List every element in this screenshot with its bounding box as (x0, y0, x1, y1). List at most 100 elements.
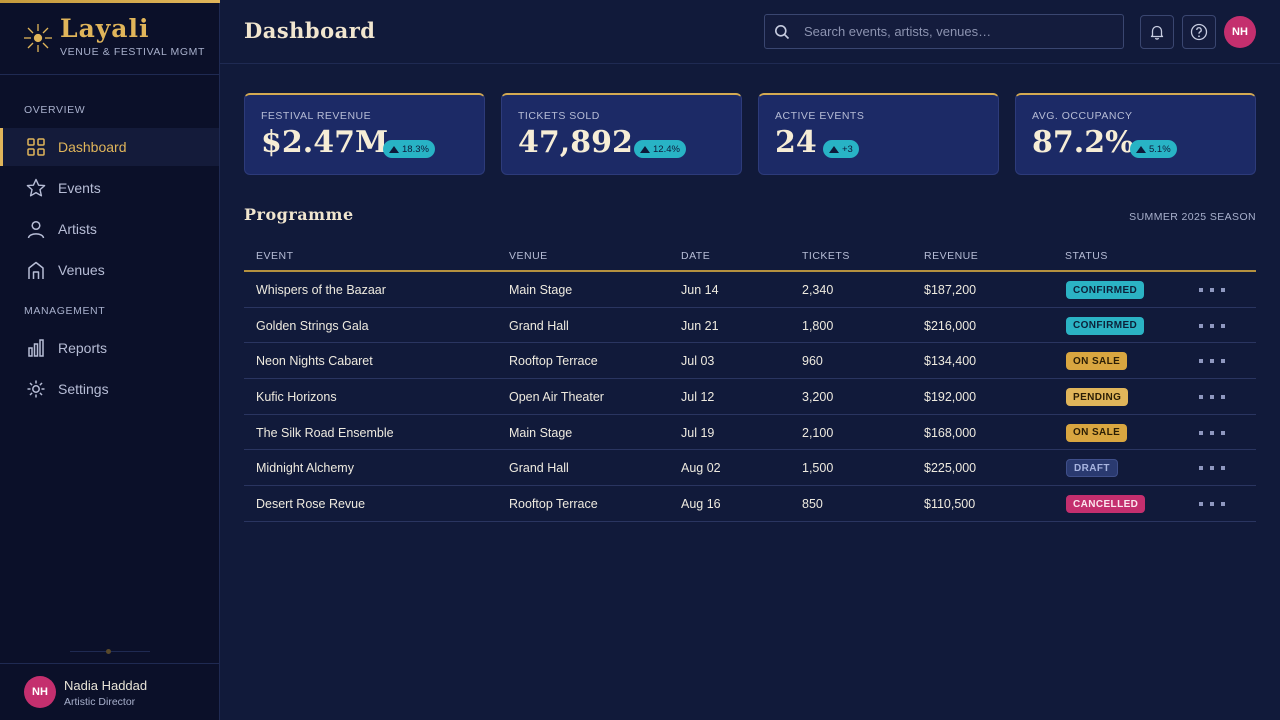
dot-icon (1210, 395, 1214, 400)
sidebar-item-label: Dashboard (58, 139, 127, 155)
kpi-change-badge: +3 (823, 140, 859, 158)
page-title: Dashboard (244, 18, 376, 43)
dot-icon (1199, 359, 1203, 364)
more-actions-button[interactable] (1199, 391, 1225, 403)
search-input[interactable] (804, 24, 1104, 39)
gear-icon (27, 380, 45, 398)
cell-event[interactable]: Kufic Horizons (256, 390, 337, 405)
dot-icon (1210, 359, 1214, 364)
kpi-value: 87.2% (1032, 125, 1134, 160)
header-avatar[interactable]: NH (1224, 16, 1256, 48)
kpi-card-occupancy: AVG. OCCUPANCY 87.2% 5.1% (1015, 93, 1256, 175)
dot-icon (1210, 466, 1214, 471)
sidebar-item-reports[interactable]: Reports (0, 329, 219, 367)
dot-icon (1221, 395, 1225, 400)
more-actions-button[interactable] (1199, 284, 1225, 296)
table-row[interactable]: Whispers of the Bazaar Main Stage Jun 14… (244, 272, 1256, 308)
sidebar-item-label: Events (58, 180, 101, 196)
kpi-value: $2.47M (261, 125, 389, 160)
kpi-label: ACTIVE EVENTS (775, 110, 865, 122)
cell-venue: Grand Hall (509, 318, 569, 333)
sidebar-item-settings[interactable]: Settings (0, 370, 219, 408)
column-header-revenue[interactable]: REVENUE (924, 250, 979, 262)
cell-date: Jul 03 (681, 354, 715, 369)
sidebar-item-events[interactable]: Events (0, 169, 219, 207)
cell-tickets: 2,340 (802, 283, 834, 297)
sidebar-item-artists[interactable]: Artists (0, 210, 219, 248)
dot-icon (1210, 430, 1214, 435)
grid-icon (27, 138, 45, 156)
cell-tickets: 960 (802, 354, 823, 369)
cell-event[interactable]: Whispers of the Bazaar (256, 283, 386, 297)
cell-revenue: $216,000 (924, 318, 977, 333)
sidebar-user[interactable]: NH Nadia Haddad Artistic Director (0, 663, 219, 720)
cell-revenue: $168,000 (924, 425, 977, 440)
more-actions-button[interactable] (1199, 320, 1225, 332)
kpi-card-events: ACTIVE EVENTS 24 +3 (758, 93, 999, 175)
table-row[interactable]: Neon Nights Cabaret Rooftop Terrace Jul … (244, 343, 1256, 380)
triangle-up-icon (640, 145, 650, 153)
avatar[interactable]: NH (24, 676, 56, 708)
cell-date: Aug 02 (681, 461, 721, 476)
dot-icon (1199, 288, 1203, 292)
column-header-venue[interactable]: VENUE (509, 250, 548, 262)
top-header: Dashboard NH (220, 0, 1280, 64)
more-actions-button[interactable] (1199, 498, 1225, 510)
dot-icon (1199, 502, 1203, 507)
bar-chart-icon (28, 339, 44, 357)
cell-venue: Rooftop Terrace (509, 497, 598, 512)
dot-icon (1199, 430, 1203, 435)
cell-revenue: $225,000 (924, 461, 977, 476)
table-row[interactable]: Desert Rose Revue Rooftop Terrace Aug 16… (244, 486, 1256, 522)
cell-event[interactable]: Golden Strings Gala (256, 318, 369, 333)
sidebar: Layali VENUE & FESTIVAL MGMT OVERVIEW Da… (0, 0, 220, 720)
column-header-status[interactable]: STATUS (1065, 250, 1108, 262)
person-icon (27, 220, 45, 239)
cell-event[interactable]: Desert Rose Revue (256, 497, 366, 512)
cell-revenue: $110,500 (924, 497, 976, 512)
cell-event[interactable]: Midnight Alchemy (256, 461, 354, 476)
brand-title: Layali (60, 14, 150, 43)
column-header-date[interactable]: DATE (681, 250, 711, 262)
help-button[interactable] (1182, 15, 1216, 49)
dot-icon (1199, 466, 1203, 471)
table-row[interactable]: The Silk Road Ensemble Main Stage Jul 19… (244, 415, 1256, 451)
kpi-card-revenue: FESTIVAL REVENUE $2.47M 18.3% (244, 93, 485, 175)
dot-icon (1221, 466, 1225, 471)
cell-event[interactable]: Neon Nights Cabaret (256, 354, 373, 369)
status-badge: PENDING (1066, 388, 1129, 407)
cell-tickets: 1,800 (802, 318, 834, 333)
cell-venue: Main Stage (509, 283, 573, 297)
dot-icon (1221, 430, 1225, 435)
kpi-change: +3 (842, 143, 853, 155)
dot-icon (1199, 323, 1203, 328)
triangle-up-icon (389, 145, 399, 153)
table-row[interactable]: Golden Strings Gala Grand Hall Jun 21 1,… (244, 308, 1256, 344)
dot-icon (1221, 359, 1225, 364)
kpi-label: AVG. OCCUPANCY (1032, 110, 1133, 122)
user-role: Artistic Director (64, 696, 136, 708)
cell-venue: Main Stage (509, 425, 573, 440)
cell-tickets: 1,500 (802, 461, 834, 476)
search-box[interactable] (764, 14, 1124, 49)
notifications-button[interactable] (1140, 15, 1174, 49)
sidebar-item-venues[interactable]: Venues (0, 251, 219, 289)
kpi-change-badge: 12.4% (634, 140, 686, 158)
sidebar-item-label: Reports (58, 340, 108, 356)
nav-section-management: MANAGEMENT (24, 305, 106, 317)
cell-date: Jul 19 (681, 425, 715, 440)
sidebar-item-label: Artists (58, 221, 97, 237)
column-header-tickets[interactable]: TICKETS (802, 250, 850, 262)
more-actions-button[interactable] (1199, 427, 1225, 439)
more-actions-button[interactable] (1199, 462, 1225, 474)
sidebar-item-dashboard[interactable]: Dashboard (0, 128, 219, 166)
more-actions-button[interactable] (1199, 355, 1225, 367)
table-row[interactable]: Kufic Horizons Open Air Theater Jul 12 3… (244, 379, 1256, 415)
column-header-event[interactable]: EVENT (256, 250, 294, 262)
cell-venue: Open Air Theater (509, 390, 604, 405)
table-body: Whispers of the Bazaar Main Stage Jun 14… (244, 272, 1256, 522)
table-row[interactable]: Midnight Alchemy Grand Hall Aug 02 1,500… (244, 450, 1256, 487)
cell-event[interactable]: The Silk Road Ensemble (256, 425, 394, 440)
sun-logo-icon (24, 24, 52, 52)
kpi-change: 5.1% (1149, 143, 1171, 155)
